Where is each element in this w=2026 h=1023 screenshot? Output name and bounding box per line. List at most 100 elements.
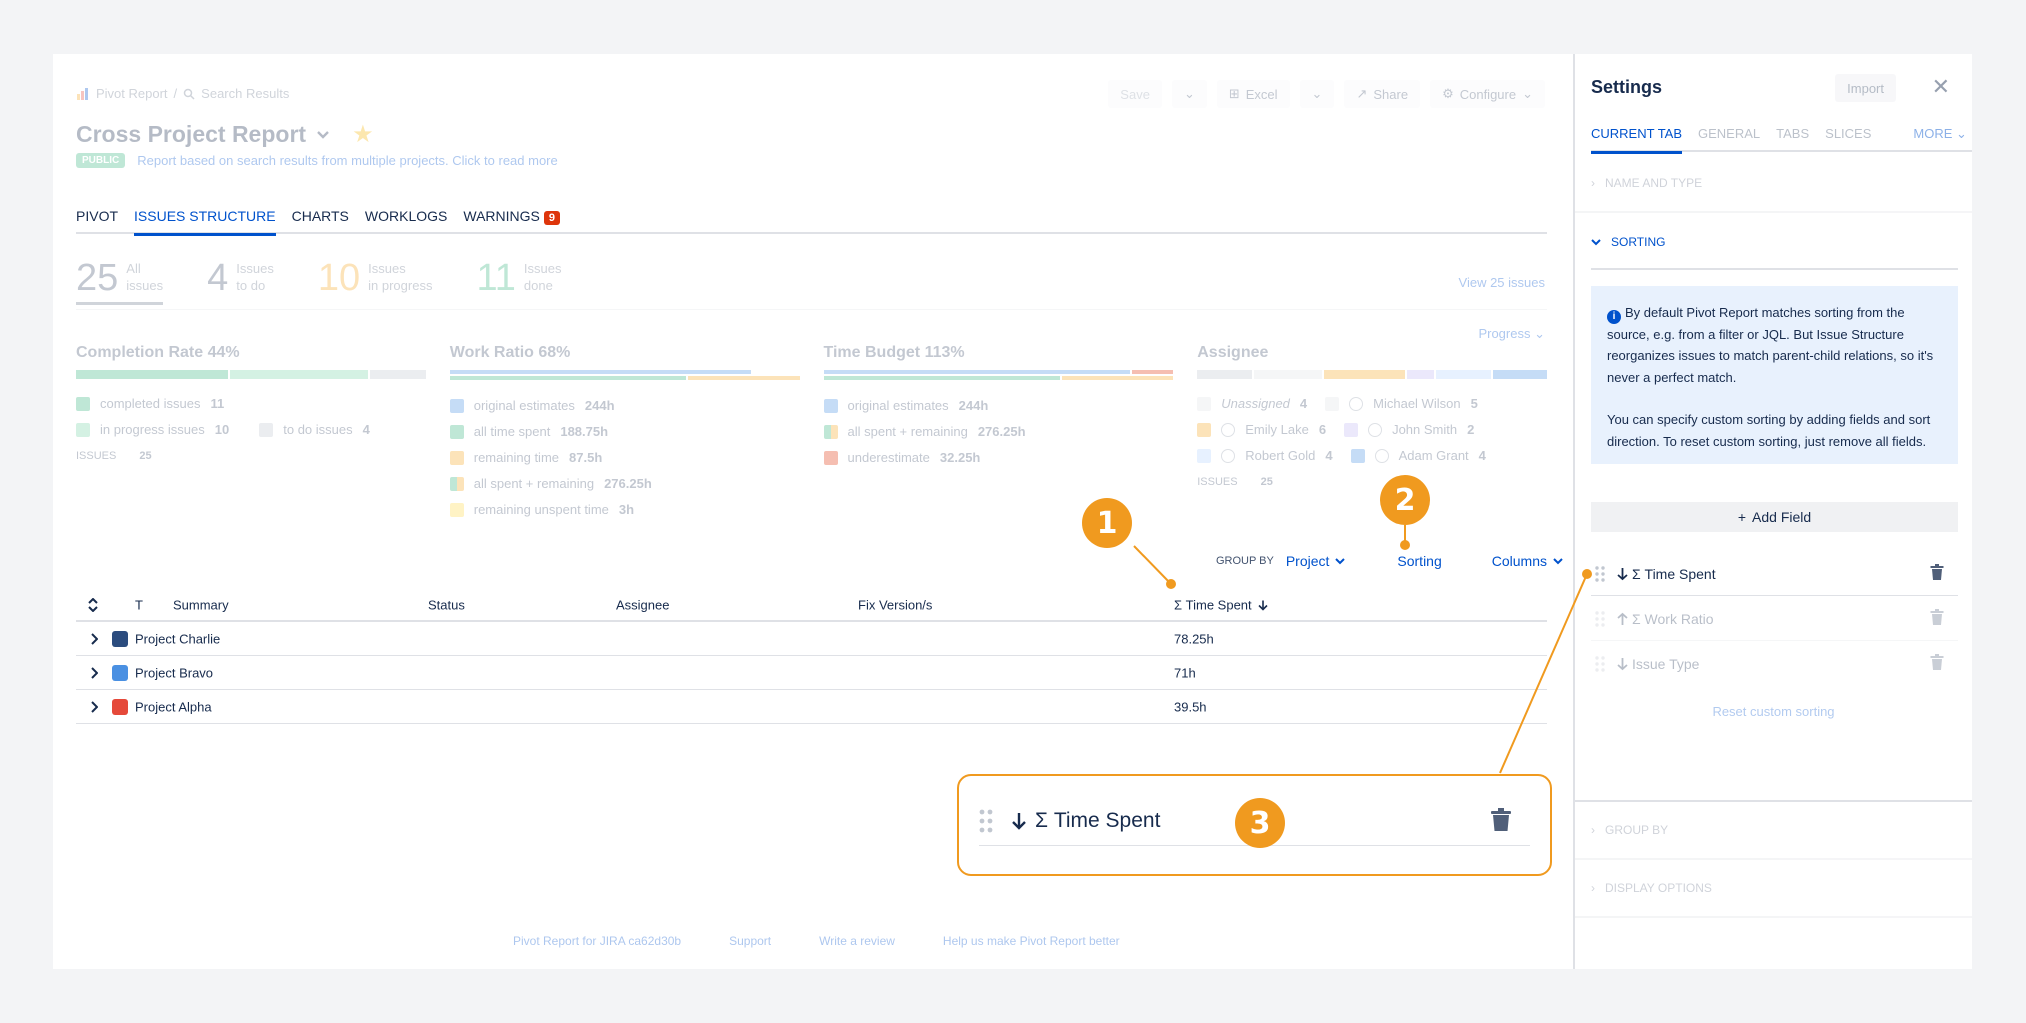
legend-label: all time spent — [473, 424, 551, 439]
tab-warnings[interactable]: WARNINGS 9 — [463, 204, 560, 234]
trash-icon[interactable] — [1930, 564, 1944, 580]
tab-current-tab[interactable]: CURRENT TAB — [1591, 126, 1683, 154]
avatar — [1221, 449, 1236, 463]
star-icon[interactable]: ★ — [352, 121, 374, 148]
trash-icon[interactable] — [1930, 654, 1944, 670]
stat-to-do[interactable]: 4 Issues to do — [207, 258, 274, 309]
excel-label: Excel — [1245, 86, 1278, 102]
zoomed-field-label: Σ Time Spent — [1011, 809, 1160, 833]
drag-handle-icon[interactable] — [979, 809, 993, 833]
section-label: GROUP BY — [1605, 823, 1669, 837]
legend-value: 11 — [210, 396, 225, 411]
legend-label: to do issues — [283, 422, 353, 437]
close-icon[interactable]: ✕ — [1931, 74, 1950, 99]
report-title[interactable]: Cross Project Report ★ — [76, 120, 374, 149]
legend-value: 244h — [584, 398, 615, 413]
notebook-icon — [112, 664, 128, 681]
app-card: Pivot Report / Search Results Save ⌄ ⊞ Ex… — [53, 54, 1972, 969]
excel-button[interactable]: ⊞ Excel — [1216, 80, 1290, 108]
share-label: Share — [1373, 86, 1409, 102]
footer-support[interactable]: Support — [729, 934, 772, 948]
arrow-down-icon[interactable] — [1617, 567, 1628, 581]
tab-issues-structure[interactable]: ISSUES STRUCTURE — [134, 204, 276, 236]
tab-charts[interactable]: CHARTS — [292, 204, 349, 234]
footer-help[interactable]: Help us make Pivot Report better — [942, 934, 1120, 948]
footer-review[interactable]: Write a review — [819, 934, 895, 948]
arrow-up-icon[interactable] — [1617, 612, 1628, 626]
save-dropdown-button[interactable]: ⌄ — [1171, 80, 1207, 108]
tab-worklogs[interactable]: WORKLOGS — [365, 204, 447, 234]
sort-field-label[interactable]: Σ Work Ratio — [1617, 611, 1714, 627]
columns-dropdown[interactable]: Columns — [1492, 553, 1563, 569]
progress-dropdown[interactable]: Progress ⌄ — [1478, 326, 1545, 342]
expand-all-icon[interactable] — [88, 598, 98, 612]
sorting-link[interactable]: Sorting — [1397, 553, 1442, 569]
section-divider — [1575, 800, 1972, 802]
legend-value: 32.25h — [939, 450, 981, 465]
sort-field-label[interactable]: Issue Type — [1617, 656, 1699, 672]
metrics: Completion Rate 44% completed issues 11 i… — [76, 344, 1547, 523]
row-summary[interactable]: Project Alpha — [135, 699, 212, 714]
avatar — [1374, 449, 1389, 463]
tab-general[interactable]: GENERAL — [1698, 126, 1761, 141]
tab-slices[interactable]: SLICES — [1825, 126, 1872, 141]
chevron-right-icon[interactable] — [90, 666, 98, 679]
stat-done[interactable]: 11 Issues done — [476, 258, 561, 309]
drag-handle-icon[interactable] — [1595, 565, 1605, 582]
table-row[interactable]: Project Alpha 39.5h — [76, 690, 1547, 724]
footer-version[interactable]: Pivot Report for JIRA ca62d30b — [513, 934, 682, 948]
chevron-down-icon: ⌄ — [1183, 86, 1195, 101]
trash-icon[interactable] — [1930, 609, 1944, 625]
main-area: Pivot Report / Search Results Save ⌄ ⊞ Ex… — [53, 54, 1573, 969]
issues-table: T Summary Status Assignee Fix Version/s … — [76, 590, 1547, 724]
section-name-and-type[interactable]: › NAME AND TYPE — [1575, 155, 1972, 213]
chevron-right-icon[interactable] — [90, 632, 98, 645]
tab-more[interactable]: MORE ⌄ — [1913, 126, 1967, 141]
group-by-dropdown[interactable]: Project — [1286, 553, 1346, 569]
drag-handle-icon[interactable] — [1595, 610, 1605, 627]
configure-button[interactable]: ⚙ Configure ⌄ — [1430, 80, 1545, 108]
import-button[interactable]: Import — [1835, 74, 1896, 102]
row-summary[interactable]: Project Bravo — [135, 665, 214, 680]
add-field-button[interactable]: + Add Field — [1591, 502, 1958, 532]
table-row[interactable]: Project Charlie 78.25h — [76, 622, 1547, 656]
breadcrumb-root[interactable]: Pivot Report — [96, 86, 168, 101]
tab-pivot[interactable]: PIVOT — [76, 204, 118, 234]
report-description-link[interactable]: Report based on search results from mult… — [137, 153, 558, 168]
chevron-right-icon[interactable] — [90, 700, 98, 713]
chevron-down-icon: ⌄ — [1534, 326, 1545, 341]
section-group-by[interactable]: › GROUP BY — [1575, 802, 1972, 860]
section-display-options[interactable]: › DISPLAY OPTIONS — [1575, 860, 1972, 918]
breadcrumb-current[interactable]: Search Results — [201, 86, 290, 101]
row-summary[interactable]: Project Charlie — [135, 631, 221, 646]
reset-custom-sorting-link[interactable]: Reset custom sorting — [1712, 704, 1835, 719]
col-assignee[interactable]: Assignee — [616, 597, 670, 613]
table-row[interactable]: Project Bravo 71h — [76, 656, 1547, 690]
stat-value: 10 — [317, 257, 361, 299]
drag-handle-icon[interactable] — [1595, 656, 1605, 672]
col-fix-version[interactable]: Fix Version/s — [858, 597, 933, 613]
col-type[interactable]: T — [135, 597, 143, 613]
share-button[interactable]: ↗ Share — [1344, 80, 1421, 108]
excel-dropdown-button[interactable]: ⌄ — [1299, 80, 1335, 108]
arrow-down-icon[interactable] — [1617, 657, 1628, 671]
tab-tabs[interactable]: TABS — [1776, 126, 1810, 141]
section-sorting[interactable]: SORTING — [1575, 213, 1972, 271]
avatar — [1221, 423, 1236, 437]
sort-field-row[interactable]: Issue Type — [1591, 642, 1958, 686]
legend-value: 10 — [214, 422, 230, 437]
sort-field-label[interactable]: Σ Time Spent — [1617, 566, 1716, 582]
metric-pct: 113% — [924, 344, 965, 361]
view-issues-link[interactable]: View 25 issues — [1458, 275, 1545, 290]
stat-in-progress[interactable]: 10 Issues in progress — [318, 258, 433, 309]
sort-field-row[interactable]: Σ Time Spent — [1591, 552, 1958, 596]
stat-label: issues — [126, 278, 164, 293]
sort-field-row[interactable]: Σ Work Ratio — [1591, 597, 1958, 641]
col-time-spent[interactable]: Σ Time Spent — [1174, 598, 1268, 613]
legend-label: Robert Gold — [1245, 448, 1316, 463]
col-status[interactable]: Status — [428, 597, 465, 613]
stat-all-issues[interactable]: 25 All issues — [76, 258, 164, 305]
save-button[interactable]: Save — [1108, 80, 1162, 108]
trash-icon[interactable] — [1490, 808, 1512, 832]
col-summary[interactable]: Summary — [173, 597, 229, 613]
